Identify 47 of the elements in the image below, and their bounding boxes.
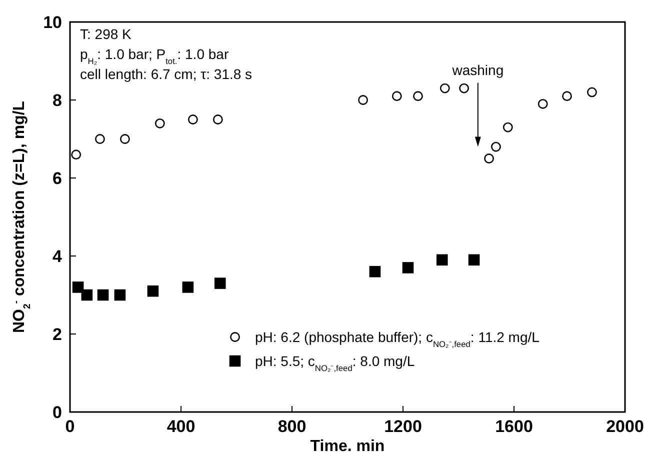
point: [562, 91, 572, 102]
point: [95, 134, 105, 144]
x-tick-label: 1200: [384, 417, 422, 436]
point: [182, 282, 194, 293]
x-tick-label: 0: [65, 417, 75, 436]
point: [440, 83, 450, 94]
point: [538, 98, 548, 109]
y-tick-label: 10: [43, 13, 62, 32]
annotation: cell length: 6.7 cm; τ: 31.8 s: [80, 66, 252, 82]
point: [402, 262, 414, 274]
point: [154, 118, 165, 128]
legend-label: pH: 6.2 (phosphate buffer); c$_{NO₂⁻,feed}$: 11.2 mg/L: [255, 329, 540, 349]
point: [81, 289, 93, 301]
point: [72, 282, 84, 293]
x-tick-label: 1600: [495, 417, 533, 436]
annotation: washing: [451, 62, 504, 78]
annotation: p$_{H₂}$: 1.0 bar; P$_{tot.}$: 1.0 bar: [80, 46, 229, 66]
point: [71, 150, 82, 160]
point: [459, 83, 469, 94]
y-tick-label: 6: [52, 169, 62, 188]
point: [413, 91, 423, 102]
point: [468, 254, 480, 266]
legend-label: pH: 5.5; c$_{NO₂⁻,feed}$: 8.0 mg/L: [255, 353, 415, 373]
point: [436, 254, 448, 266]
y-tick-label: 8: [52, 91, 62, 110]
point: [358, 95, 368, 105]
x-tick-label: 800: [278, 417, 306, 436]
point: [214, 278, 226, 289]
point: [97, 289, 109, 301]
point: [587, 87, 597, 98]
point: [392, 91, 402, 102]
x-axis-title: Time. min: [310, 438, 385, 455]
point: [212, 114, 223, 124]
point: [120, 134, 130, 144]
point: [491, 142, 501, 152]
point: [188, 114, 198, 124]
x-tick-label: 2000: [606, 417, 644, 436]
point: [114, 289, 126, 301]
point: [369, 266, 381, 278]
annotation: T: 298 K: [80, 26, 132, 42]
point: [484, 154, 494, 164]
y-tick-label: 0: [52, 403, 62, 422]
y-tick-label: 2: [52, 325, 62, 344]
point: [502, 122, 513, 132]
point: [147, 285, 159, 297]
x-tick-label: 400: [166, 417, 196, 436]
y-tick-label: 4: [52, 247, 63, 266]
